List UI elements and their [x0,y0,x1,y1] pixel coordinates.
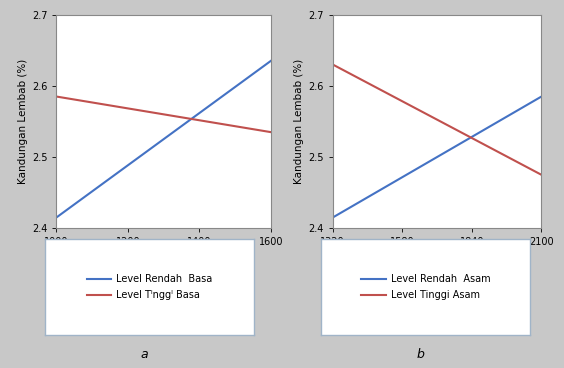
Y-axis label: Kandungan Lembab (%): Kandungan Lembab (%) [294,59,304,184]
Text: b: b [416,348,424,361]
Legend: Level Rendah  Basa, Level Tᴵnggᴵ Basa: Level Rendah Basa, Level Tᴵnggᴵ Basa [83,270,216,304]
Y-axis label: Kandungan Lembab (%): Kandungan Lembab (%) [17,59,28,184]
Legend: Level Rendah  Asam, Level Tinggi Asam: Level Rendah Asam, Level Tinggi Asam [358,270,494,304]
X-axis label: asam sitrat (mg): asam sitrat (mg) [117,251,210,261]
X-axis label: Natrium Bikarbonat (mg): Natrium Bikarbonat (mg) [359,251,515,261]
Text: a: a [140,348,148,361]
